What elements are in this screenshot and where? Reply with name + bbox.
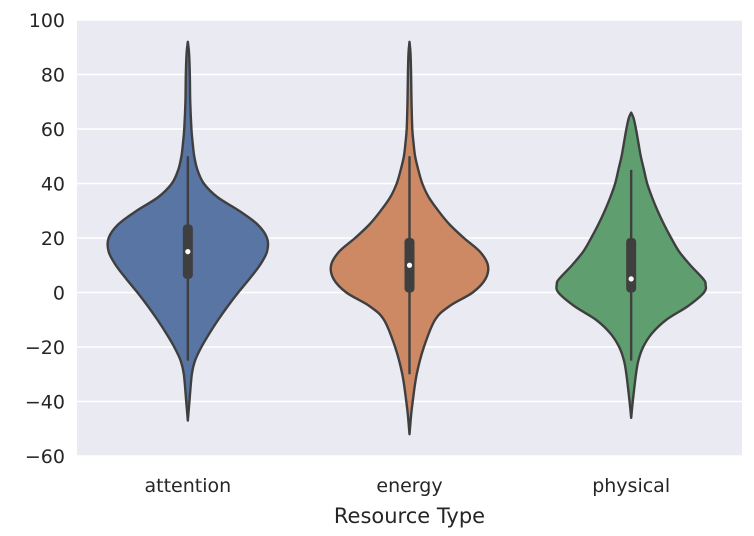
y-tick-label: 0	[53, 283, 65, 305]
x-axis-title: Resource Type	[334, 504, 485, 528]
iqr-box-physical	[626, 238, 636, 293]
y-tick-label: 20	[41, 228, 65, 250]
median-dot-physical	[629, 276, 634, 281]
y-tick-label: 100	[29, 10, 65, 32]
y-tick-label: 40	[41, 174, 65, 196]
y-tick-label: −20	[25, 337, 65, 359]
x-tick-label: attention	[144, 475, 231, 497]
y-tick-label: 80	[41, 65, 65, 87]
median-dot-energy	[407, 263, 412, 268]
x-tick-label: energy	[376, 475, 442, 497]
y-tick-label: −60	[25, 446, 65, 468]
y-tick-label: 60	[41, 119, 65, 141]
y-tick-label: −40	[25, 392, 65, 414]
x-tick-label: physical	[592, 475, 670, 497]
median-dot-attention	[185, 249, 190, 254]
